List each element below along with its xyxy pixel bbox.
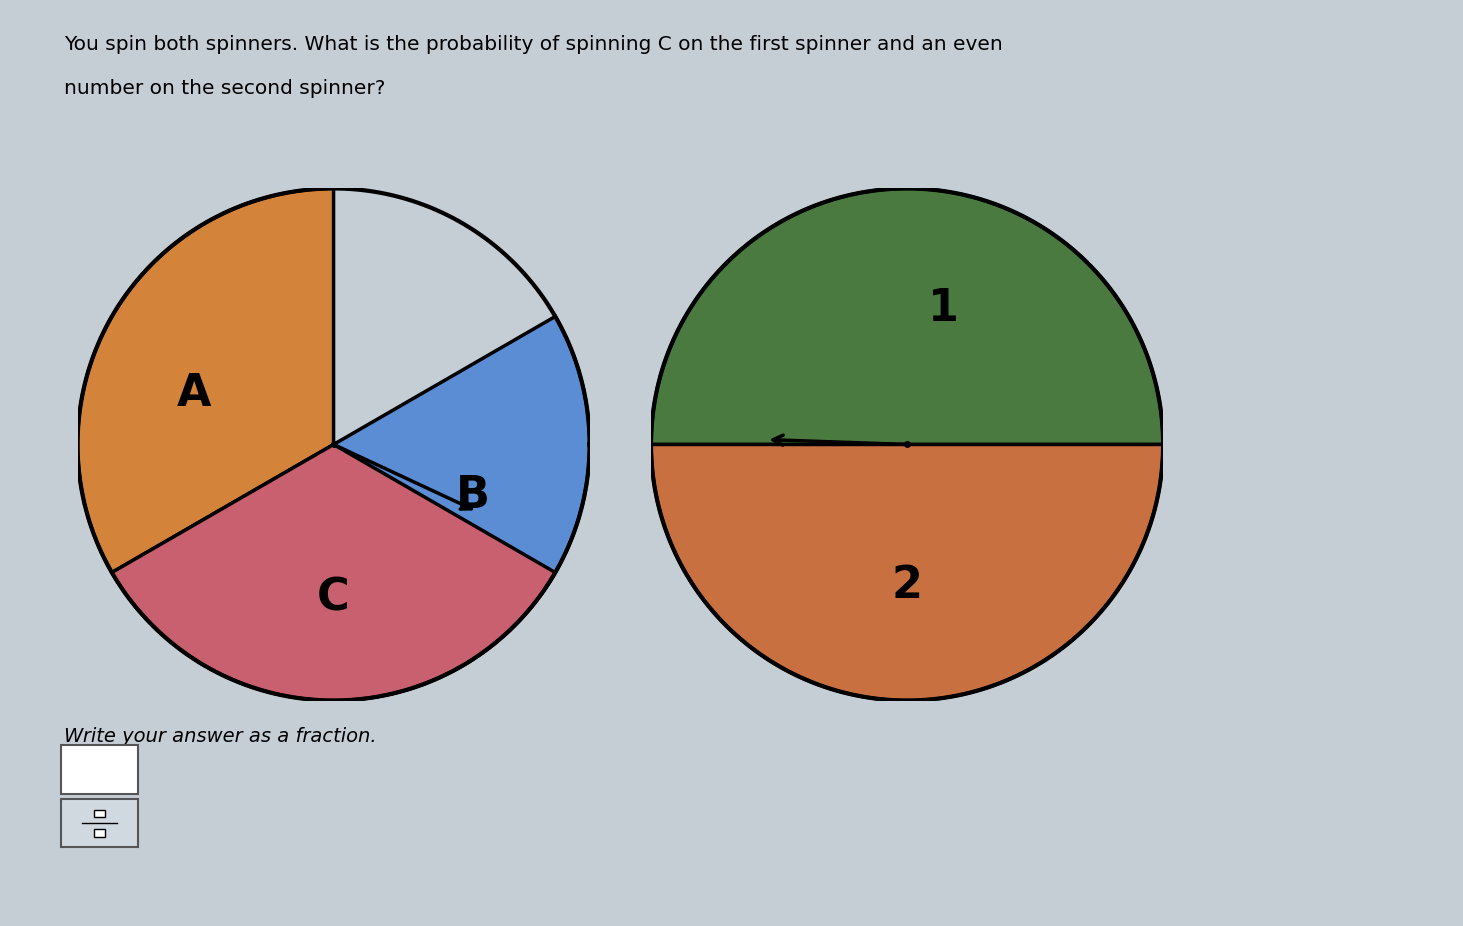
Text: Write your answer as a fraction.: Write your answer as a fraction. bbox=[64, 727, 377, 746]
Text: You spin both spinners. What is the probability of spinning C on the first spinn: You spin both spinners. What is the prob… bbox=[64, 35, 1004, 55]
Text: B: B bbox=[456, 474, 490, 517]
FancyBboxPatch shape bbox=[94, 830, 105, 837]
FancyBboxPatch shape bbox=[61, 745, 138, 794]
Wedge shape bbox=[334, 317, 590, 700]
Wedge shape bbox=[111, 444, 556, 700]
FancyBboxPatch shape bbox=[61, 799, 138, 847]
Wedge shape bbox=[651, 444, 1163, 700]
FancyBboxPatch shape bbox=[94, 809, 105, 817]
Text: 1: 1 bbox=[928, 287, 960, 330]
Text: number on the second spinner?: number on the second spinner? bbox=[64, 79, 386, 98]
Text: C: C bbox=[317, 577, 350, 619]
Wedge shape bbox=[651, 189, 1163, 444]
Wedge shape bbox=[78, 189, 334, 572]
Text: A: A bbox=[177, 372, 211, 415]
Text: 2: 2 bbox=[891, 564, 923, 607]
